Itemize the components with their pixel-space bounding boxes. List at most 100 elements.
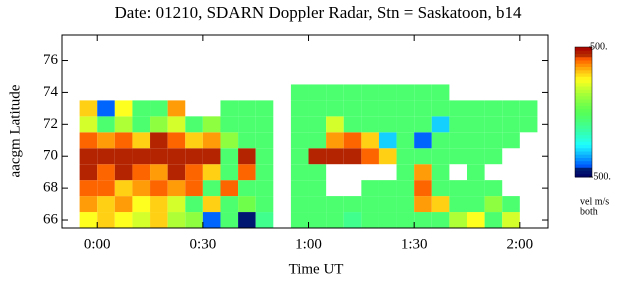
cell	[414, 100, 432, 116]
cell	[397, 132, 415, 148]
cell	[203, 164, 221, 180]
cell	[309, 164, 327, 180]
colorbar-swatch	[575, 122, 592, 126]
cell	[467, 148, 485, 164]
cell	[414, 116, 432, 132]
colorbar-swatch	[575, 138, 592, 142]
cell	[361, 196, 379, 212]
cell	[150, 132, 168, 148]
x-tick-label: 0:30	[190, 236, 217, 252]
cell	[414, 132, 432, 148]
cell	[238, 196, 256, 212]
cell	[449, 100, 467, 116]
cell	[467, 132, 485, 148]
cell	[291, 132, 309, 148]
cell	[238, 180, 256, 196]
colorbar-swatch	[575, 83, 592, 87]
colorbar-swatch	[575, 60, 592, 64]
cell	[238, 132, 256, 148]
cell	[185, 212, 203, 228]
cell	[502, 116, 520, 132]
cell	[414, 164, 432, 180]
cell	[326, 100, 344, 116]
cell	[203, 196, 221, 212]
cell	[502, 196, 520, 212]
cell	[150, 148, 168, 164]
cell	[97, 116, 115, 132]
x-tick-label: 1:00	[295, 236, 322, 252]
cell	[326, 196, 344, 212]
cell	[485, 212, 503, 228]
cell	[309, 148, 327, 164]
y-tick-label: 66	[43, 211, 59, 227]
cell	[397, 212, 415, 228]
cell	[203, 212, 221, 228]
cell	[379, 84, 397, 100]
cell	[220, 132, 238, 148]
cell	[185, 116, 203, 132]
cell	[379, 148, 397, 164]
cell	[414, 148, 432, 164]
cell	[361, 116, 379, 132]
cell	[309, 180, 327, 196]
chart-title: Date: 01210, SDARN Doppler Radar, Stn = …	[115, 3, 522, 22]
colorbar-swatch	[575, 99, 592, 103]
cell	[361, 100, 379, 116]
cell	[432, 180, 450, 196]
cell	[203, 180, 221, 196]
colorbar-swatch	[575, 125, 592, 129]
cell	[238, 212, 256, 228]
cell	[414, 84, 432, 100]
cell	[379, 196, 397, 212]
cell	[97, 164, 115, 180]
cell	[115, 180, 133, 196]
cell	[467, 100, 485, 116]
cell	[432, 116, 450, 132]
cell	[185, 180, 203, 196]
colorbar-swatch	[575, 109, 592, 113]
cell	[432, 196, 450, 212]
cell	[379, 212, 397, 228]
cell	[132, 132, 150, 148]
cell	[185, 132, 203, 148]
cell	[467, 212, 485, 228]
cell	[309, 84, 327, 100]
cell	[168, 148, 186, 164]
cell	[238, 100, 256, 116]
cell	[309, 116, 327, 132]
cell	[467, 180, 485, 196]
colorbar-swatch	[575, 67, 592, 71]
cell	[80, 132, 98, 148]
colorbar-swatch	[575, 128, 592, 132]
colorbar-swatch	[575, 86, 592, 90]
cell	[80, 180, 98, 196]
cell	[397, 164, 415, 180]
cell	[467, 196, 485, 212]
colorbar-swatch	[575, 89, 592, 93]
colorbar-tick-label: -500.	[590, 171, 611, 182]
cell	[344, 132, 362, 148]
colorbar-swatch	[575, 115, 592, 119]
cell	[185, 164, 203, 180]
cell	[80, 100, 98, 116]
cell	[502, 212, 520, 228]
colorbar-swatch	[575, 141, 592, 145]
cell	[220, 116, 238, 132]
colorbar-swatch	[575, 76, 592, 80]
cell	[397, 148, 415, 164]
colorbar-swatch	[575, 151, 592, 155]
cell	[379, 180, 397, 196]
cell	[432, 84, 450, 100]
cell	[97, 132, 115, 148]
cell	[256, 100, 274, 116]
cell	[309, 212, 327, 228]
colorbar-swatch	[575, 57, 592, 61]
cell	[309, 132, 327, 148]
colorbar-swatch	[575, 145, 592, 149]
cell	[361, 84, 379, 100]
cell	[256, 148, 274, 164]
cell	[150, 100, 168, 116]
colorbar-swatch	[575, 96, 592, 100]
cell	[185, 148, 203, 164]
cell	[361, 148, 379, 164]
